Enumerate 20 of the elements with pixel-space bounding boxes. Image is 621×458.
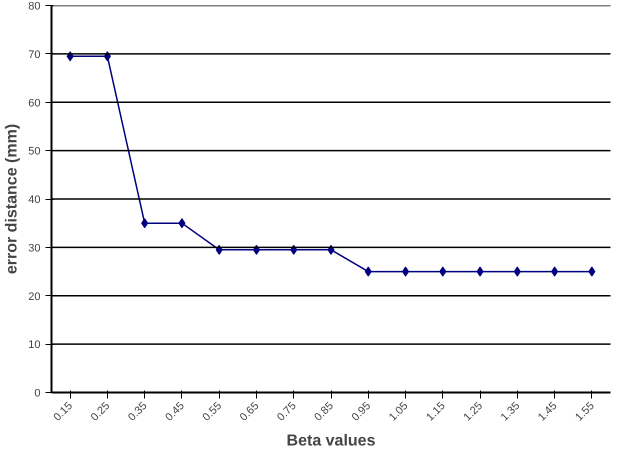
y-tick-label: 20: [28, 290, 41, 303]
y-tick-label: 70: [28, 48, 41, 61]
point: [141, 218, 148, 228]
point: [551, 266, 558, 277]
y-tick-label: 80: [28, 0, 41, 12]
y-tick-label: 60: [28, 97, 41, 110]
y-tick-label: 10: [28, 339, 41, 352]
y-tick-label: 50: [28, 146, 41, 158]
y-tick-label: 0: [34, 388, 41, 400]
point: [588, 266, 596, 277]
point: [402, 266, 410, 277]
y-axis-title: error distance (mm): [3, 124, 20, 274]
x-axis-title: Beta values: [286, 432, 376, 450]
y-tick-label: 40: [28, 194, 41, 206]
point: [514, 266, 521, 277]
point: [476, 266, 484, 277]
point: [178, 218, 186, 228]
point: [364, 266, 372, 277]
y-tick-label: 30: [28, 242, 41, 254]
point: [439, 266, 446, 277]
